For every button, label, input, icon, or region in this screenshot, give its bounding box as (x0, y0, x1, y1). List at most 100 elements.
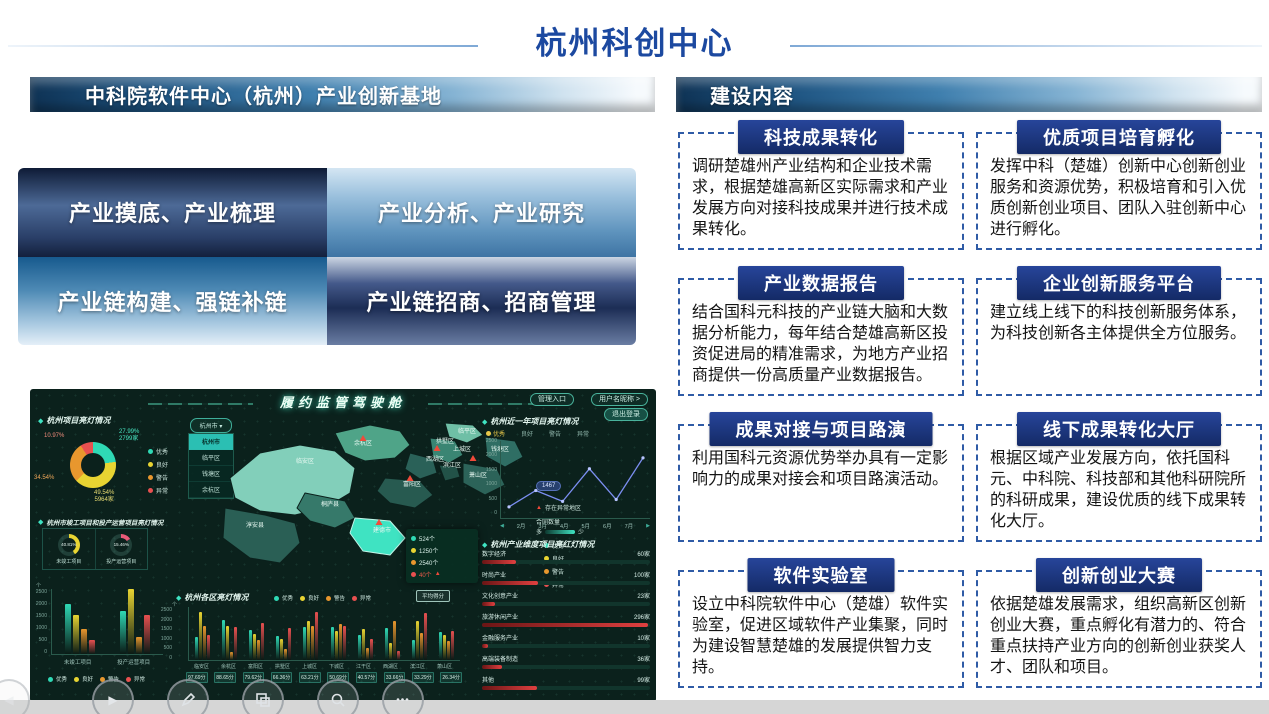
magnifier-icon[interactable] (317, 679, 359, 714)
pen-icon[interactable] (167, 679, 209, 714)
average-score-button[interactable]: 平均得分 (416, 590, 451, 602)
axis-tick: 1500 (485, 466, 497, 473)
line-point (614, 497, 618, 502)
more-icon[interactable]: ••• (382, 679, 424, 714)
bar (120, 610, 127, 654)
bar-chart-categories: 未竣工项目 投产运营项目 (51, 658, 163, 666)
map-region (438, 464, 461, 482)
district-name: 江干区 (355, 664, 371, 670)
gauge-label: 投产运营项目 (106, 558, 137, 565)
map-district-label: 临安区 (296, 457, 314, 465)
industry-bar-fill (482, 686, 538, 690)
bar (230, 651, 234, 660)
build-bar-chart (51, 589, 163, 655)
panel-title-text: 杭州各区亮灯情况 (184, 593, 249, 602)
bar (384, 627, 388, 660)
industry-row: 高端装备制造 36家 (482, 654, 650, 669)
map-district-label: 桐庐县 (321, 500, 339, 508)
industry-bar-fill (482, 560, 516, 564)
axis-tick: 2000 (35, 601, 47, 607)
map-district-label: 淳安县 (246, 521, 264, 529)
bar (276, 636, 280, 660)
region-option[interactable]: 余杭区 (189, 482, 233, 498)
industry-value: 100家 (633, 573, 650, 579)
industry-bar-track (482, 686, 650, 690)
tooltip-dot (411, 547, 416, 553)
tooltip-row: 2540个 (411, 556, 473, 568)
dashboard-screenshot: 履约监管驾驶舱 管理入口 用户名昵称 > 退出登录 ◆ 杭州项目亮灯情况 10.… (30, 389, 656, 702)
line-point (561, 499, 565, 503)
line-chart-tab[interactable]: 异常 (570, 429, 589, 438)
month-label: 5月 (581, 524, 591, 530)
region-option[interactable]: 临平区 (189, 450, 233, 466)
diamond-icon: ◆ (38, 519, 44, 526)
abnormal-area-note: ▲ 存在异常地区 (536, 503, 581, 513)
axis-tick: 1500 (160, 626, 172, 633)
map-region (222, 507, 301, 564)
panel-title-text: 杭州市竣工项目和投产运营项目亮灯情况 (46, 520, 164, 527)
district-chart-yaxis: 2500 2000 1500 1000 500 0 (156, 607, 172, 661)
district-name: 下城区 (328, 664, 344, 670)
legend-dot (300, 595, 306, 601)
admin-entry-button[interactable]: 管理入口 (530, 393, 574, 406)
legend-item: 异常 (148, 486, 168, 495)
industry-bar-chart: 数字经济 60家 时尚产业 100家 文化创意产业 23家 旅游休闲产业 296家 金融服务产业… (482, 549, 650, 696)
legend-label: 良好 (308, 596, 320, 602)
industry-row-header: 高端装备制造 36家 (482, 654, 650, 663)
industry-bar-track (482, 602, 650, 606)
legend-item: 异常 (126, 675, 145, 683)
map-region (444, 423, 484, 444)
district-name: 余杭区 (220, 664, 236, 670)
map-district-label: 拱墅区 (436, 437, 454, 445)
legend-item: 优秀 (544, 541, 564, 550)
month-arrow-right[interactable]: ▶ (646, 523, 650, 529)
region-option[interactable]: 杭州市 (189, 434, 233, 450)
bar (442, 635, 446, 660)
district-bar-group (379, 620, 406, 660)
industry-row-header: 旅游休闲产业 296家 (482, 612, 650, 621)
logout-button[interactable]: 退出登录 (604, 408, 648, 421)
district-name: 上城区 (301, 664, 317, 670)
district-bar-group (216, 619, 243, 660)
legend-label: 异常 (134, 677, 146, 683)
tooltip-dot (411, 559, 416, 565)
line-chart-tab[interactable]: 优秀 (486, 429, 505, 438)
industry-value: 23家 (637, 594, 650, 600)
bar (315, 612, 319, 660)
donut-callout-good: 49.54% 5964家 (94, 490, 114, 504)
legend-dot (148, 475, 153, 480)
card-body: 建立线上线下的科技创新服务体系，为科技创新各主体提供全方位服务。 (990, 304, 1247, 342)
month-arrow-left[interactable]: ◀ (500, 523, 504, 529)
play-icon[interactable]: ▶ (92, 679, 134, 714)
map-region-highlight (349, 517, 406, 556)
region-option[interactable]: 钱塘区 (189, 466, 233, 482)
industry-row: 文化创意产业 23家 (482, 591, 650, 606)
gauge-ring: 15.46% (110, 533, 133, 556)
line-chart-tooltip: 1467 (536, 481, 562, 491)
bar (419, 633, 423, 660)
line-chart-yaxis: 2500 2000 1500 1000 500 0 (482, 438, 497, 516)
axis-tick: 0 (494, 509, 497, 516)
donut-callout-warning: 34.54% (34, 475, 55, 481)
username-button[interactable]: 用户名昵称 > (590, 393, 648, 406)
line-chart-tab[interactable]: 警告 (542, 429, 561, 438)
bar (338, 623, 342, 660)
region-selector[interactable]: 杭州市 ▾ (190, 418, 232, 433)
line-chart-tab[interactable]: 良好 (514, 429, 533, 438)
region-selector-value: 杭州市 (199, 424, 218, 430)
gauge-operating: 15.46% 投产运营项目 (94, 529, 148, 569)
district-score-chip: 88.65分 (214, 672, 236, 683)
tooltip-value: 1250个 (419, 548, 439, 555)
diamond-icon: ◆ (176, 594, 182, 602)
gauge-label: 未竣工项目 (56, 558, 82, 565)
card-title: 产业数据报告 (738, 266, 904, 300)
slides-icon[interactable] (242, 679, 284, 714)
previous-icon[interactable]: ◀ (0, 679, 30, 714)
district-bar-group (325, 623, 352, 660)
line-point (587, 467, 591, 471)
tooltip-value: 2540个 (419, 560, 439, 567)
tab-label: 良好 (521, 432, 534, 438)
district-name: 拱墅区 (274, 664, 290, 670)
bar (307, 620, 311, 660)
